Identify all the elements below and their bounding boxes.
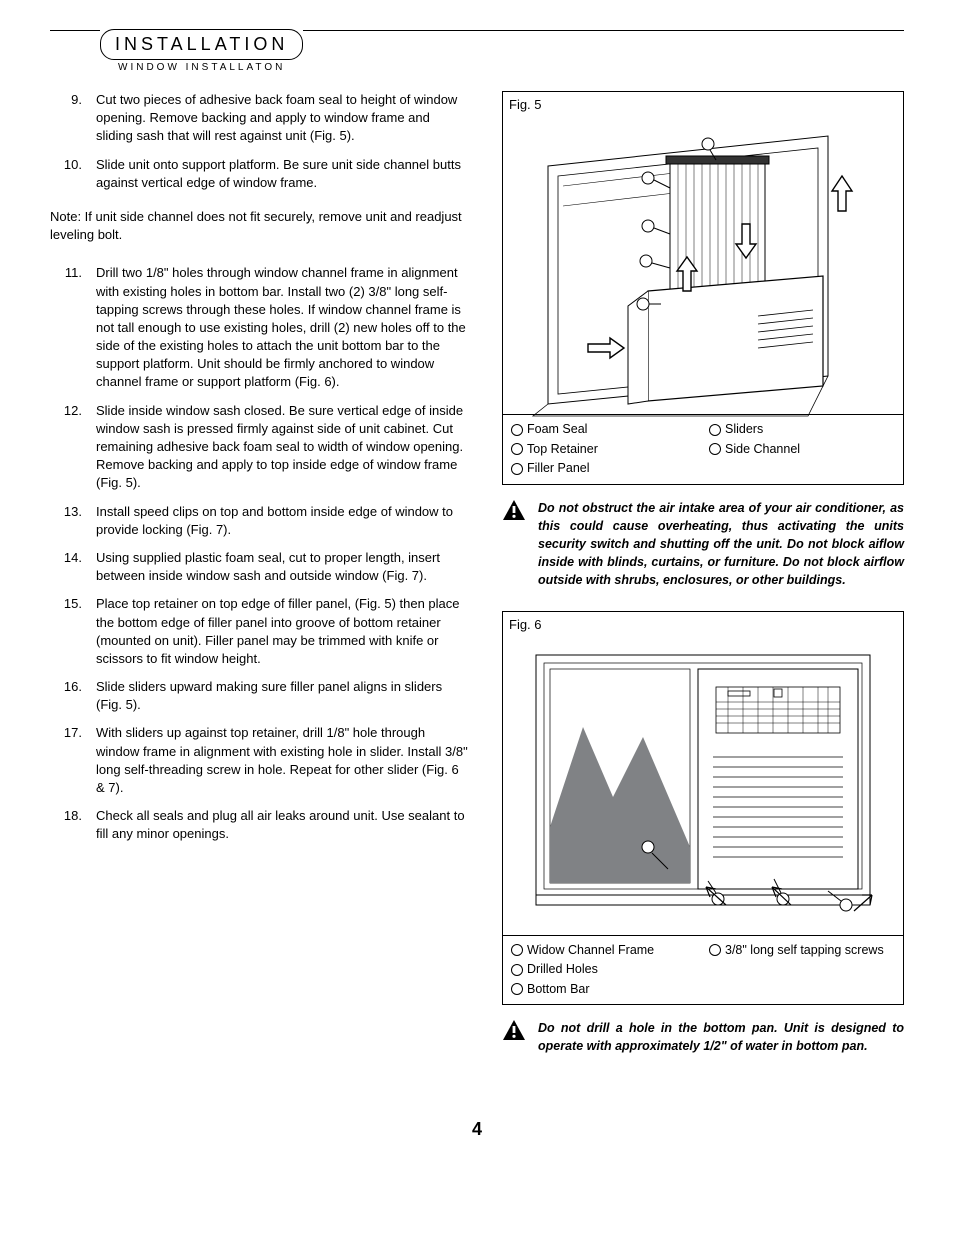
legend-marker-icon	[511, 964, 523, 976]
legend-marker-icon	[511, 424, 523, 436]
header-tab: INSTALLATION WINDOW INSTALLATON	[100, 29, 303, 75]
step-number: 9.	[50, 91, 96, 146]
list-item: 15.Place top retainer on top edge of fil…	[50, 595, 470, 668]
step-text: Slide inside window sash closed. Be sure…	[96, 402, 470, 493]
list-item: 10.Slide unit onto support platform. Be …	[50, 156, 470, 192]
list-item: 18.Check all seals and plug all air leak…	[50, 807, 470, 843]
legend-marker-icon	[511, 443, 523, 455]
step-number: 16.	[50, 678, 96, 714]
step-number: 17.	[50, 724, 96, 797]
left-column: 9.Cut two pieces of adhesive back foam s…	[50, 91, 470, 1077]
legend-item: Foam Seal	[511, 421, 697, 439]
warning-text: Do not obstruct the air intake area of y…	[538, 499, 904, 590]
legend-label: Sliders	[725, 421, 763, 439]
legend-marker-icon	[709, 424, 721, 436]
legend-item: Bottom Bar	[511, 981, 697, 999]
list-item: 14.Using supplied plastic foam seal, cut…	[50, 549, 470, 585]
step-number: 11.	[50, 264, 96, 391]
list-item: 16.Slide sliders upward making sure fill…	[50, 678, 470, 714]
header-rule: INSTALLATION WINDOW INSTALLATON	[50, 30, 904, 31]
list-item: 17.With sliders up against top retainer,…	[50, 724, 470, 797]
step-text: Install speed clips on top and bottom in…	[96, 503, 470, 539]
figure-title: Fig. 5	[503, 92, 903, 118]
step-number: 12.	[50, 402, 96, 493]
step-number: 10.	[50, 156, 96, 192]
figure-6: Fig. 6	[502, 611, 904, 1005]
step-text: Place top retainer on top edge of filler…	[96, 595, 470, 668]
list-item: 9.Cut two pieces of adhesive back foam s…	[50, 91, 470, 146]
step-text: Cut two pieces of adhesive back foam sea…	[96, 91, 470, 146]
figure-6-legend: Widow Channel Frame 3/8" long self tappi…	[503, 935, 903, 1005]
figure-5: Fig. 5	[502, 91, 904, 485]
legend-item: Widow Channel Frame	[511, 942, 697, 960]
legend-label: Foam Seal	[527, 421, 587, 439]
right-column: Fig. 5	[502, 91, 904, 1077]
step-number: 13.	[50, 503, 96, 539]
step-number: 15.	[50, 595, 96, 668]
step-text: Using supplied plastic foam seal, cut to…	[96, 549, 470, 585]
section-subtitle: WINDOW INSTALLATON	[100, 60, 303, 75]
warning-2: Do not drill a hole in the bottom pan. U…	[502, 1019, 904, 1055]
section-title: INSTALLATION	[100, 29, 303, 60]
legend-item: Top Retainer	[511, 441, 697, 459]
warning-text: Do not drill a hole in the bottom pan. U…	[538, 1019, 904, 1055]
legend-marker-icon	[511, 983, 523, 995]
note-text: Note: If unit side channel does not fit …	[50, 208, 470, 244]
legend-label: Widow Channel Frame	[527, 942, 654, 960]
step-text: With sliders up against top retainer, dr…	[96, 724, 470, 797]
warning-1: Do not obstruct the air intake area of y…	[502, 499, 904, 590]
legend-marker-icon	[709, 443, 721, 455]
figure-title: Fig. 6	[503, 612, 903, 638]
legend-item: Side Channel	[709, 441, 895, 459]
list-item: 13.Install speed clips on top and bottom…	[50, 503, 470, 539]
list-item: 11.Drill two 1/8" holes through window c…	[50, 264, 470, 391]
legend-marker-icon	[709, 944, 721, 956]
legend-label: Bottom Bar	[527, 981, 590, 999]
legend-item: Filler Panel	[511, 460, 697, 478]
legend-marker-icon	[511, 463, 523, 475]
step-number: 18.	[50, 807, 96, 843]
legend-item: Sliders	[709, 421, 895, 439]
steps-list-a: 9.Cut two pieces of adhesive back foam s…	[50, 91, 470, 192]
step-number: 14.	[50, 549, 96, 585]
legend-label: 3/8" long self tapping screws	[725, 942, 884, 960]
steps-list-b: 11.Drill two 1/8" holes through window c…	[50, 264, 470, 843]
figure-6-illustration	[503, 639, 903, 935]
step-text: Slide unit onto support platform. Be sur…	[96, 156, 470, 192]
legend-label: Drilled Holes	[527, 961, 598, 979]
warning-icon	[502, 1019, 528, 1055]
step-text: Slide sliders upward making sure filler …	[96, 678, 470, 714]
list-item: 12.Slide inside window sash closed. Be s…	[50, 402, 470, 493]
figure-5-legend: Foam Seal Sliders Top Retainer Side Chan…	[503, 414, 903, 484]
legend-item: 3/8" long self tapping screws	[709, 942, 895, 960]
figure-5-illustration	[503, 118, 903, 414]
legend-marker-icon	[511, 944, 523, 956]
legend-label: Side Channel	[725, 441, 800, 459]
legend-item: Drilled Holes	[511, 961, 697, 979]
step-text: Drill two 1/8" holes through window chan…	[96, 264, 470, 391]
warning-icon	[502, 499, 528, 590]
step-text: Check all seals and plug all air leaks a…	[96, 807, 470, 843]
page-number: 4	[50, 1117, 904, 1142]
legend-label: Filler Panel	[527, 460, 590, 478]
legend-label: Top Retainer	[527, 441, 598, 459]
